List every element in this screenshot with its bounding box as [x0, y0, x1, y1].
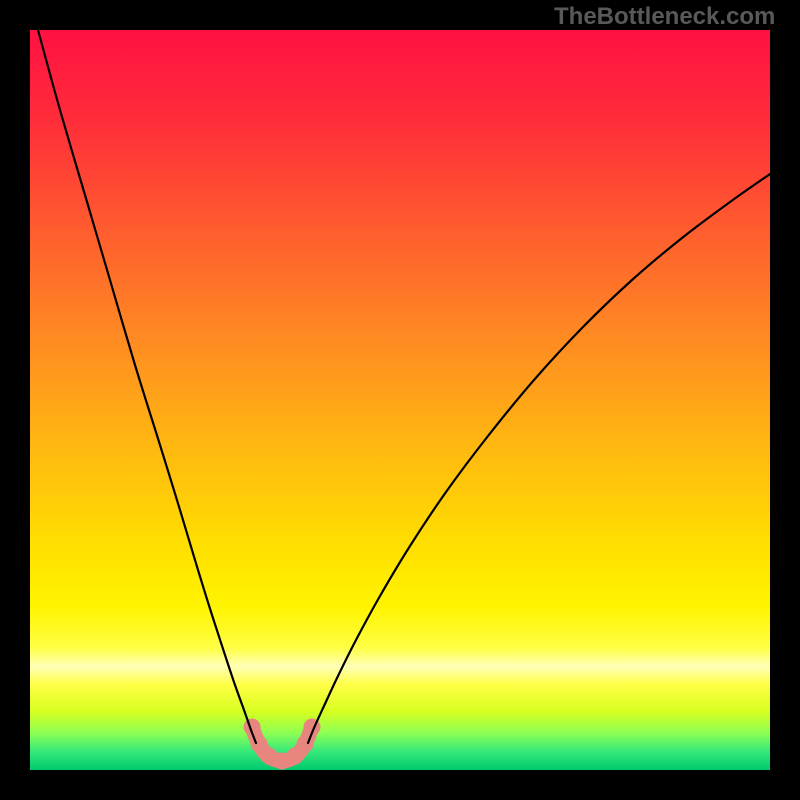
- bottleneck-chart: [30, 30, 770, 770]
- chart-background: [30, 30, 770, 770]
- watermark-text: TheBottleneck.com: [554, 3, 775, 31]
